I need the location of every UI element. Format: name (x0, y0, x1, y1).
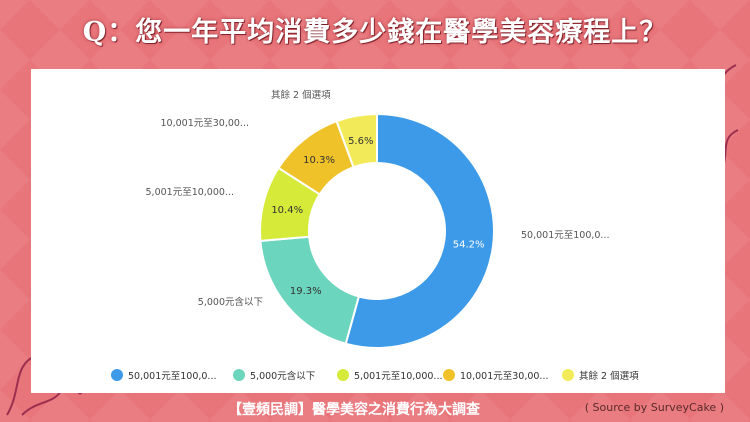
legend-item[interactable]: 其餘 2 個選項 (562, 369, 639, 382)
slice-value-label: 10.3% (303, 155, 335, 166)
chart-card: 54.2% 50,001元至100,0... 19.3% 5,000元含以下 10.4%… (31, 69, 725, 393)
legend-swatch (111, 369, 123, 381)
legend-item[interactable]: 5,001元至10,000... (337, 369, 443, 382)
donut-chart: 54.2% 50,001元至100,0... 19.3% 5,000元含以下 10.4%… (111, 89, 639, 382)
donut-slice[interactable] (344, 112, 495, 349)
slice-category-label: 50,001元至100,0... (521, 230, 610, 241)
slice-value-label: 19.3% (290, 286, 322, 297)
slice-category-label: 其餘 2 個選項 (271, 89, 331, 101)
slice-value-label: 54.2% (453, 239, 485, 250)
legend-swatch (337, 369, 349, 381)
donut-slice[interactable] (335, 112, 378, 169)
legend-label: 5,000元含以下 (250, 370, 315, 382)
legend-label: 其餘 2 個選項 (579, 370, 639, 382)
source-credit: ( Source by SurveyCake ) (584, 401, 724, 414)
legend-label: 10,001元至30,00... (460, 371, 549, 382)
survey-title: 【壹頻民調】醫學美容之消費行為大調查 (228, 402, 480, 418)
slice-value-label: 5.6% (348, 136, 373, 147)
legend-label: 50,001元至100,0... (128, 371, 217, 382)
legend-swatch (443, 369, 455, 381)
legend-swatch (562, 369, 574, 381)
legend-item[interactable]: 5,000元含以下 (233, 369, 315, 382)
slice-category-label: 5,000元含以下 (198, 296, 263, 308)
legend-item[interactable]: 50,001元至100,0... (111, 369, 217, 382)
slice-category-label: 5,001元至10,000... (146, 187, 235, 198)
legend-item[interactable]: 10,001元至30,00... (443, 369, 549, 382)
legend-label: 5,001元至10,000... (354, 371, 443, 382)
slice-category-label: 10,001元至30,00... (161, 118, 250, 129)
page-title: Q：您一年平均消費多少錢在醫學美容療程上？ (82, 17, 668, 48)
slice-value-label: 10.4% (271, 205, 303, 216)
legend-swatch (233, 369, 245, 381)
